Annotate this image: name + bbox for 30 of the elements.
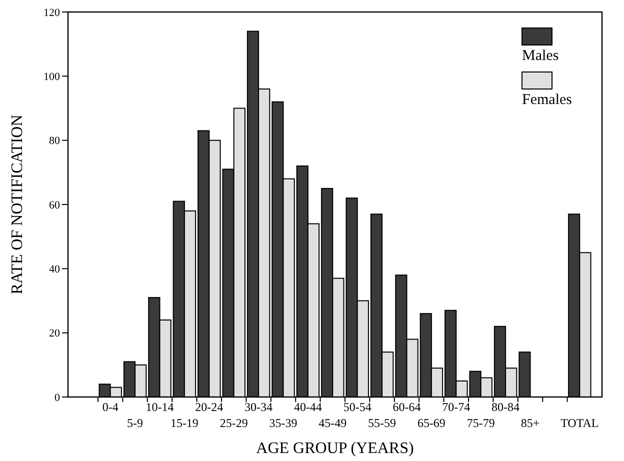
y-tick-label: 100 [44,71,60,84]
legend-label: Males [522,48,559,64]
y-tick-label: 120 [44,6,60,19]
x-tick-label: 70-74 [442,400,470,414]
x-tick-label: 45-49 [318,416,347,430]
x-tick-label: 65-69 [417,416,446,430]
y-tick-label: 20 [49,328,60,340]
x-tick-label: 0-4 [102,400,118,414]
x-tick-label: 30-34 [244,400,273,414]
x-tick-label: 75-79 [466,416,495,430]
x-tick-label: 80-84 [492,400,520,414]
x-tick-label: TOTAL [560,416,599,430]
legend-label: Females [522,92,572,108]
x-tick-label: 85+ [520,416,540,430]
x-tick-label: 35-39 [269,416,298,430]
x-tick-label: 10-14 [146,400,174,414]
x-tick-label: 60-64 [392,400,421,414]
x-tick-label: 20-24 [195,400,224,414]
y-axis-title: RATE OF NOTIFICATION [9,114,26,294]
x-axis-title: AGE GROUP (YEARS) [256,440,414,457]
x-tick-label: 40-44 [294,400,322,414]
x-tick-label: 50-54 [343,400,372,414]
x-tick-label: 5-9 [127,416,144,430]
y-tick-label: 60 [49,199,60,212]
x-tick-label: 15-19 [170,416,198,430]
x-tick-label: 55-59 [368,416,396,430]
y-tick-label: 0 [54,392,60,404]
x-tick-label: 25-29 [220,416,248,430]
y-tick-label: 40 [49,264,60,276]
y-tick-label: 80 [49,135,60,148]
